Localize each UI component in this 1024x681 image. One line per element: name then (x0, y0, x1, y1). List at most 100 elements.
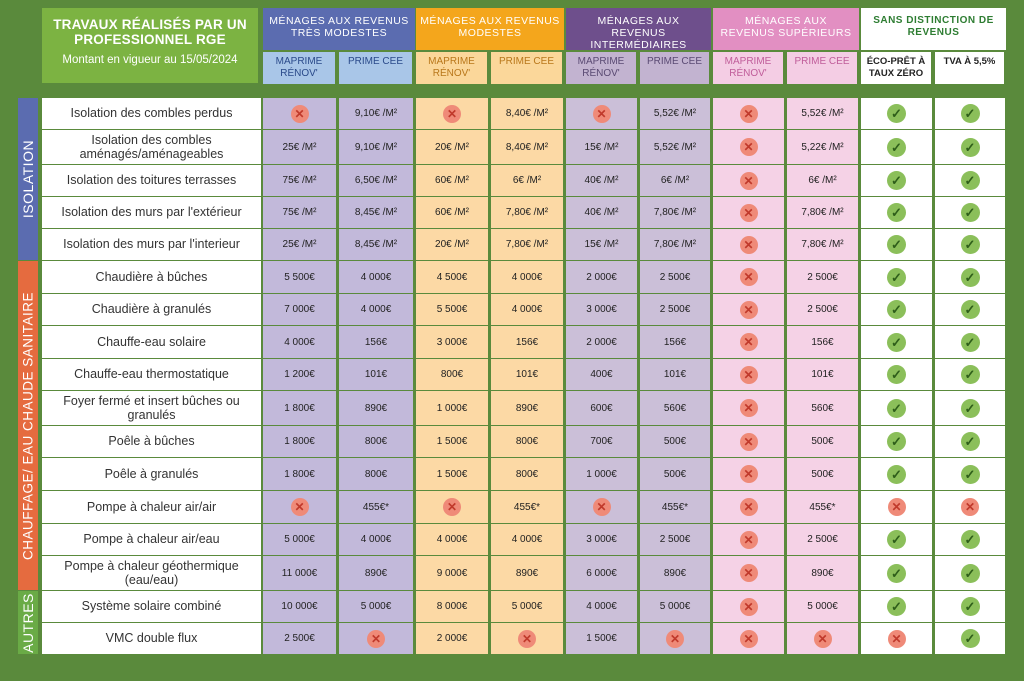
aid-value-cell: 1 500€ (566, 623, 637, 654)
aid-amount: 5,52€ /M² (801, 108, 844, 119)
aid-value-cell: ✓ (935, 294, 1005, 325)
aid-amount: 2 000€ (586, 271, 617, 283)
cross-icon: ✕ (518, 629, 536, 648)
table-subtitle: Montant en vigueur au 15/05/2024 (62, 54, 238, 66)
check-icon: ✓ (887, 235, 906, 254)
aid-value-cell: 5 000€ (491, 591, 563, 622)
aid-value-cell: 5 000€ (640, 591, 710, 622)
aid-value-cell: 2 000€ (416, 623, 488, 654)
aid-value-cell: 60€ /M² (416, 165, 488, 196)
aid-amount: 560€ (663, 402, 687, 414)
check-icon: ✓ (960, 563, 980, 583)
aid-value-cell: 2 500€ (787, 294, 858, 325)
aid-amount: 7,80€ /M² (505, 239, 549, 250)
cross-icon: ✕ (739, 268, 758, 286)
aid-amount: 1 500€ (436, 436, 468, 447)
aid-value-cell: ✕ (713, 261, 784, 293)
aid-value-cell: ✓ (935, 229, 1005, 260)
check-icon: ✓ (960, 398, 980, 418)
aid-value-cell: ✓ (935, 165, 1005, 196)
cross-icon: ✕ (739, 333, 758, 351)
aid-amount: 156€ (811, 336, 834, 348)
aid-amount: 800€ (364, 468, 388, 480)
aid-value-cell: ✓ (861, 261, 932, 293)
aid-value-cell: 5 500€ (416, 294, 488, 325)
aid-value-cell: ✓ (935, 98, 1005, 129)
aid-value-cell: ✕ (713, 491, 784, 523)
aid-amount: 4 000€ (511, 271, 543, 283)
check-icon: ✓ (960, 137, 980, 157)
aid-amount: 455€* (809, 501, 836, 513)
aid-value-cell: 15€ /M² (566, 229, 637, 260)
aid-value-cell: 60€ /M² (416, 197, 488, 228)
aid-value-cell: 500€ (787, 426, 858, 457)
aid-column-header: ÉCO-PRÊT À TAUX ZÉRO (861, 52, 931, 84)
aid-value-cell: 9 000€ (416, 556, 488, 590)
cross-icon: ✕ (739, 465, 758, 483)
aid-value-cell: 800€ (491, 458, 563, 490)
aid-amount: 2 500€ (659, 271, 691, 283)
aid-value-cell: 1 000€ (416, 391, 488, 425)
check-icon: ✓ (960, 267, 980, 287)
aid-value-cell: 890€ (787, 556, 858, 590)
aid-value-cell: 455€* (640, 491, 710, 523)
aid-value-cell: 600€ (566, 391, 637, 425)
aid-value-cell: 7,80€ /M² (491, 197, 563, 228)
income-group-header: MÉNAGES AUX REVENUS MODESTES (416, 8, 564, 50)
cross-icon: ✕ (739, 432, 758, 451)
cross-icon: ✕ (739, 235, 758, 254)
aid-value-cell: ✓ (861, 165, 932, 196)
aid-amount: 2 500€ (807, 304, 838, 315)
aid-value-cell: 101€ (787, 359, 858, 390)
aid-value-cell: 20€ /M² (416, 229, 488, 260)
aid-amount: 7,80€ /M² (801, 239, 844, 250)
aid-amount: 8,45€ /M² (354, 207, 398, 218)
check-icon: ✓ (960, 332, 980, 352)
aid-column-header: MAPRIME RÉNOV' (263, 52, 335, 84)
check-icon: ✓ (887, 530, 906, 549)
aid-amount: 5 000€ (659, 601, 691, 612)
aid-value-cell: ✕ (339, 623, 413, 654)
aid-amount: 15€ /M² (584, 141, 619, 153)
aid-value-cell: 500€ (787, 458, 858, 490)
cross-icon: ✕ (666, 629, 684, 648)
aid-amount: 4 000€ (360, 304, 392, 315)
aid-value-cell: 6€ /M² (491, 165, 563, 196)
aid-amount: 5 500€ (284, 271, 315, 283)
aid-amount: 5 500€ (436, 304, 468, 315)
income-group-header: SANS DISTINCTION DE REVENUS (861, 8, 1006, 50)
aid-amount: 600€ (590, 402, 613, 414)
table-row: Isolation des toitures terrasses 75€ /M² 6… (42, 165, 1006, 196)
aid-column-header: PRIME CEE (339, 52, 412, 84)
aid-amount: 1 800€ (284, 402, 315, 414)
aid-amount: 1 500€ (436, 468, 468, 480)
aid-amount: 40€ /M² (584, 207, 619, 218)
aid-amount: 400€ (590, 369, 613, 380)
income-group-header: MÉNAGES AUX REVENUS SUPÉRIEURS (713, 8, 859, 50)
aid-value-cell: ✕ (263, 98, 336, 129)
aid-amount: 7,80€ /M² (653, 239, 697, 250)
cross-icon: ✕ (887, 498, 906, 516)
table-row: Isolation des combles perdus ✕ 9,10€ /M² ✕ 8… (42, 98, 1006, 129)
aid-value-cell: 8,45€ /M² (339, 197, 413, 228)
table-row: Système solaire combiné 10 000€ 5 000€ 8 00… (42, 591, 1006, 622)
aid-value-cell: 5,52€ /M² (640, 130, 710, 164)
aid-amount: 4 000€ (360, 271, 392, 283)
aid-amount: 8,45€ /M² (354, 239, 398, 250)
aid-value-cell: ✕ (713, 98, 784, 129)
aid-amount: 890€ (663, 567, 687, 579)
work-type-label: Poêle à granulés (42, 458, 261, 490)
aid-value-cell: 2 000€ (566, 326, 637, 358)
aid-amount: 9 000€ (436, 567, 468, 579)
aid-value-cell: 15€ /M² (566, 130, 637, 164)
aid-value-cell: 75€ /M² (263, 165, 336, 196)
aid-amount: 890€ (364, 402, 388, 414)
cross-icon: ✕ (739, 629, 758, 648)
check-icon: ✓ (960, 530, 980, 549)
aid-amount: 10 000€ (281, 601, 318, 612)
aid-amount: 156€ (663, 336, 687, 348)
aid-value-cell: 8,40€ /M² (491, 130, 563, 164)
aid-amount: 101€ (663, 369, 687, 380)
aid-value-cell: 400€ (566, 359, 637, 390)
aid-amount: 6€ /M² (512, 175, 542, 186)
